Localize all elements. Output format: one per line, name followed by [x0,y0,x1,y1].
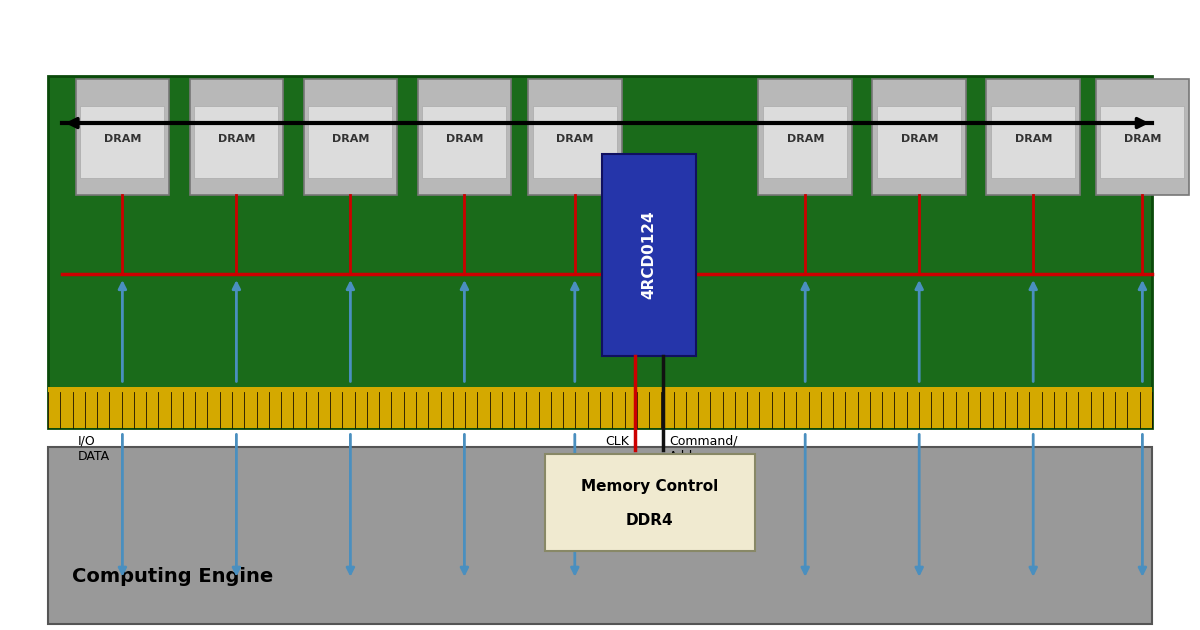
Text: I/O
DATA: I/O DATA [78,435,110,462]
Text: 4RCD0124: 4RCD0124 [642,211,656,299]
Text: DRAM: DRAM [217,134,256,144]
Bar [758,79,852,195]
Bar [986,79,1080,195]
Text: DRAM: DRAM [900,134,938,144]
Text: CLK: CLK [605,435,629,448]
Text: Memory Control: Memory Control [581,479,719,495]
Bar [80,106,164,178]
Bar [533,106,617,178]
Bar [1100,106,1184,178]
Bar [418,79,511,195]
Bar [1096,79,1189,195]
Text: DDR4: DDR4 [626,512,673,527]
Bar [528,79,622,195]
Bar [545,454,755,551]
Bar [763,106,847,178]
Text: RDIMM Memory Module: RDIMM Memory Module [895,35,1134,53]
Text: DRAM: DRAM [556,134,594,144]
Text: Command/
Address: Command/ Address [670,435,738,462]
Text: DRAM: DRAM [1123,134,1162,144]
Bar [190,79,283,195]
Bar [872,79,966,195]
Text: DRAM: DRAM [445,134,484,144]
Bar [422,106,506,178]
Text: Computing Engine: Computing Engine [72,567,274,586]
Bar [48,76,1152,428]
Text: DRAM: DRAM [786,134,824,144]
Text: DRAM: DRAM [1014,134,1052,144]
Bar [877,106,961,178]
Bar [48,387,1152,428]
Bar [308,106,392,178]
Bar [602,154,696,356]
Text: DRAM: DRAM [103,134,142,144]
Bar [76,79,169,195]
Bar [194,106,278,178]
Bar [304,79,397,195]
Bar [48,447,1152,624]
Text: DRAM: DRAM [331,134,370,144]
Bar [991,106,1075,178]
